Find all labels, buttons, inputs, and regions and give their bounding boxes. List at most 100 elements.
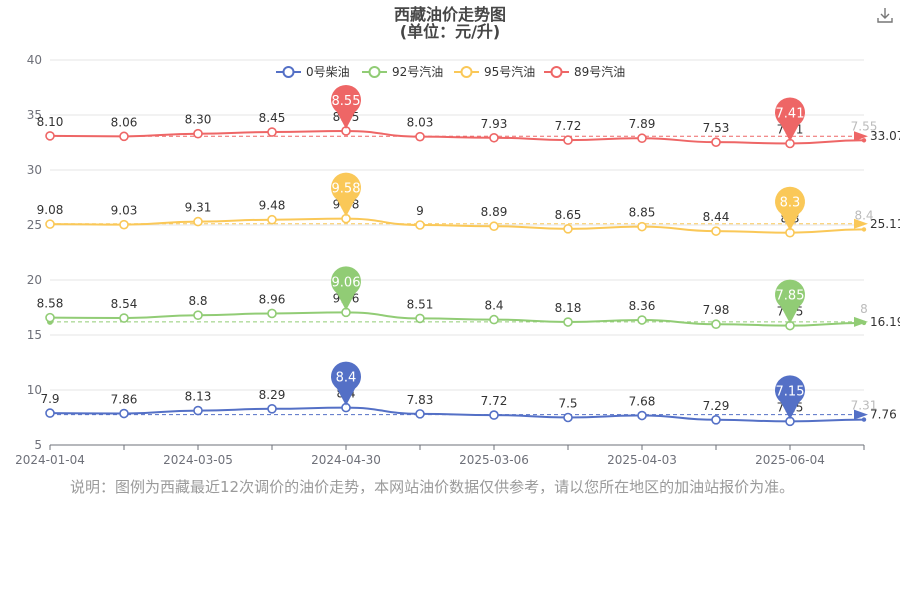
legend-marker bbox=[282, 66, 295, 78]
data-point bbox=[267, 404, 277, 414]
chart-title: 西藏油价走势图 bbox=[394, 5, 506, 24]
min-pin bbox=[775, 279, 806, 324]
max-pin-label: 8.55 bbox=[332, 94, 361, 109]
data-label: 8.29 bbox=[259, 388, 286, 402]
data-label: 9 bbox=[416, 204, 424, 218]
data-label: 8.06 bbox=[111, 115, 138, 129]
avg-label: 25.11 bbox=[870, 217, 900, 231]
series-line bbox=[49, 311, 865, 327]
min-pin bbox=[775, 186, 805, 231]
x-tick-label: 2024-04-30 bbox=[311, 453, 381, 467]
data-label: 8.58 bbox=[37, 297, 64, 311]
max-pin bbox=[331, 361, 362, 406]
data-point bbox=[861, 227, 867, 232]
data-point bbox=[861, 320, 867, 326]
data-label: 8.54 bbox=[111, 297, 138, 311]
data-point bbox=[415, 220, 425, 230]
legend: 0号柴油 92号汽油 95号汽油 89号汽油 bbox=[276, 64, 625, 79]
data-point bbox=[193, 405, 203, 416]
data-point bbox=[563, 135, 573, 145]
data-label: 8.10 bbox=[37, 115, 64, 129]
data-point bbox=[711, 319, 721, 330]
data-label: 9.48 bbox=[259, 199, 286, 213]
legend-marker bbox=[460, 66, 473, 78]
data-label: 7.9 bbox=[40, 392, 59, 406]
avg-label: 33.07 bbox=[870, 129, 900, 143]
x-tick-label: 2024-03-05 bbox=[163, 453, 233, 467]
legend-label: 95号汽油 bbox=[484, 64, 535, 79]
data-point bbox=[119, 131, 129, 142]
avg-arrow bbox=[854, 316, 868, 327]
data-point bbox=[489, 410, 499, 420]
data-point bbox=[119, 219, 129, 230]
y-tick-label: 20 bbox=[27, 273, 42, 287]
data-label: 7.89 bbox=[629, 117, 656, 131]
data-label: 7.98 bbox=[703, 303, 730, 317]
data-label: 7.29 bbox=[703, 399, 730, 413]
legend-marker bbox=[368, 66, 381, 78]
y-tick-label: 35 bbox=[27, 108, 42, 122]
download-icon[interactable] bbox=[876, 6, 894, 24]
series-line bbox=[49, 217, 865, 234]
x-tick-label: 2024-01-04 bbox=[15, 453, 85, 467]
data-label: 8.45 bbox=[259, 111, 286, 125]
data-point bbox=[861, 138, 867, 143]
max-pin bbox=[331, 266, 362, 311]
chart-subtitle: (单位：元/升) bbox=[400, 22, 500, 41]
min-pin bbox=[775, 375, 806, 420]
legend-marker bbox=[550, 66, 563, 78]
max-pin-label: 9.06 bbox=[332, 275, 361, 290]
data-point bbox=[193, 310, 203, 321]
chart-note: 说明：图例为西藏最近12次调价的油价走势，本网站油价数据仅供参考，请以您所在地区… bbox=[70, 478, 795, 496]
series-95号汽油: 25.11 9.08 9.03 9.31 9.48 9.58 9 8.89 8.65 8.85 8.… bbox=[37, 172, 900, 238]
data-label: 8.30 bbox=[185, 113, 212, 127]
data-label: 8.4 bbox=[854, 208, 873, 222]
data-label: 7.72 bbox=[555, 119, 582, 133]
data-label: 8.51 bbox=[407, 297, 434, 311]
data-point bbox=[637, 410, 647, 421]
data-label: 8.96 bbox=[259, 292, 286, 306]
data-point bbox=[267, 214, 277, 225]
y-tick-label: 40 bbox=[27, 53, 42, 67]
data-label: 8.8 bbox=[188, 294, 207, 308]
max-pin-label: 8.4 bbox=[336, 371, 357, 386]
data-label: 7.86 bbox=[111, 393, 138, 407]
data-point bbox=[119, 408, 129, 419]
data-point bbox=[711, 137, 721, 147]
min-pin bbox=[775, 97, 805, 142]
data-point bbox=[119, 313, 129, 323]
series-layer: 7.76 7.9 7.86 8.13 8.29 8.4 7.83 7.72 7.5 7.68 7.2… bbox=[37, 84, 900, 427]
data-point bbox=[637, 133, 647, 144]
data-point bbox=[563, 317, 573, 327]
axes: 5 10 15 20 25 30 35 40 2024-01-04 2024-03-05 2024-… bbox=[15, 53, 865, 467]
x-tick-label: 2025-04-03 bbox=[607, 453, 677, 467]
avg-label: 7.76 bbox=[870, 408, 897, 422]
data-label: 8.85 bbox=[629, 206, 656, 220]
data-label: 7.53 bbox=[703, 121, 730, 135]
avg-arrow bbox=[854, 131, 868, 142]
data-point bbox=[267, 308, 277, 319]
x-tick-label: 2025-06-04 bbox=[755, 453, 825, 467]
data-label: 8.89 bbox=[481, 205, 508, 219]
data-label: 9.08 bbox=[37, 203, 64, 217]
data-point bbox=[711, 226, 721, 236]
data-point bbox=[637, 221, 647, 232]
data-label: 8.03 bbox=[407, 116, 434, 130]
data-point bbox=[193, 216, 203, 227]
data-label: 8.65 bbox=[555, 208, 582, 222]
data-point bbox=[45, 408, 55, 418]
data-point bbox=[637, 315, 647, 325]
data-label: 8.4 bbox=[484, 299, 503, 313]
data-point bbox=[193, 128, 203, 139]
min-pin-label: 7.85 bbox=[776, 289, 805, 304]
data-label: 7.68 bbox=[629, 395, 656, 409]
max-pin bbox=[331, 84, 362, 129]
max-pin bbox=[331, 172, 362, 217]
data-point bbox=[267, 127, 277, 137]
data-point bbox=[489, 132, 499, 143]
data-label: 8.18 bbox=[555, 301, 582, 315]
avg-arrow bbox=[854, 409, 868, 420]
data-point bbox=[415, 131, 425, 142]
series-line bbox=[49, 129, 865, 145]
data-label: 8.44 bbox=[703, 210, 730, 224]
